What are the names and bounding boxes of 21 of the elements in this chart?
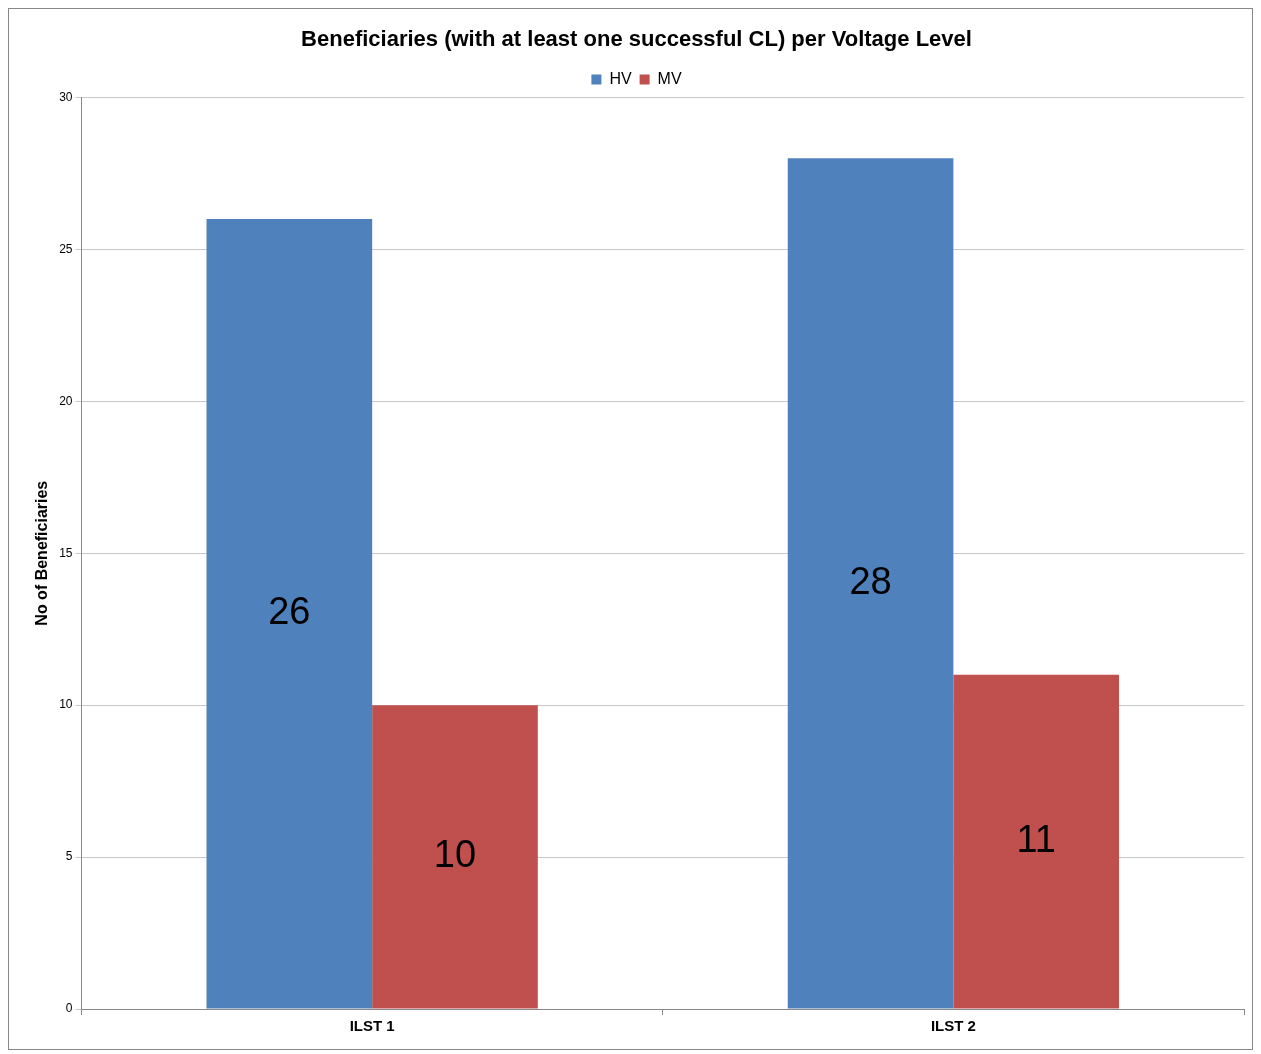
x-tick-label: ILST 2 <box>930 1017 976 1035</box>
bar <box>953 674 1120 1009</box>
bar <box>787 158 954 1009</box>
y-tick-label: 10 <box>59 697 73 712</box>
chart-title: Beneficiaries (with at least one successful CL) per Voltage Level <box>301 26 972 52</box>
y-tick-label: 0 <box>65 1001 73 1016</box>
data-label: 28 <box>849 559 892 602</box>
y-tick-label: 25 <box>59 241 73 256</box>
legend-label: MV <box>657 69 682 87</box>
bar <box>372 705 538 1009</box>
y-tick-label: 30 <box>59 89 73 104</box>
x-tick-label: ILST 1 <box>349 1017 395 1035</box>
legend-label: HV <box>609 69 632 87</box>
y-tick-label: 15 <box>59 545 73 560</box>
y-tick-label: 5 <box>65 849 73 864</box>
y-tick-label: 20 <box>59 393 73 408</box>
bar <box>206 218 373 1009</box>
y-axis-title: No of Beneficiaries <box>33 480 51 626</box>
data-label: 10 <box>433 833 477 876</box>
data-label: 26 <box>268 590 311 633</box>
data-label: 11 <box>1016 818 1056 861</box>
